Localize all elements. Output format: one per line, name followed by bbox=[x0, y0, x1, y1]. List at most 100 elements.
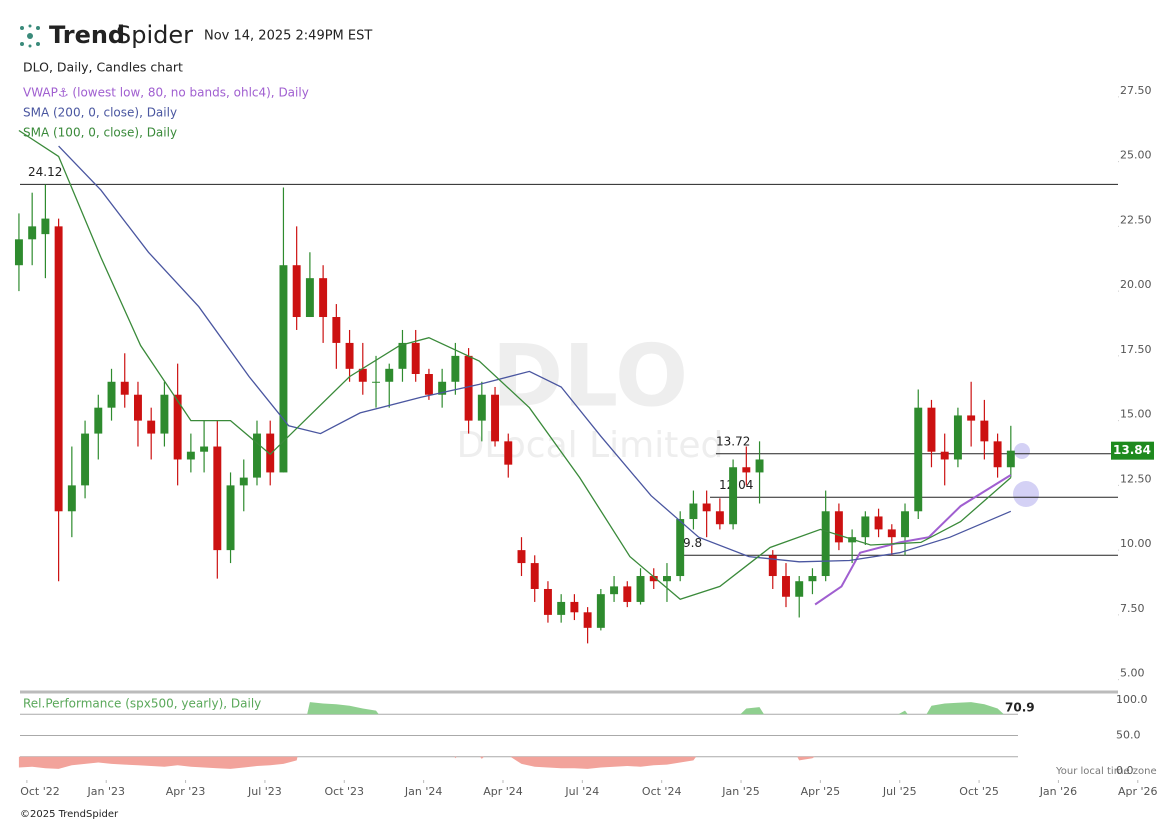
candle-body bbox=[663, 576, 671, 582]
candle-body bbox=[808, 576, 817, 582]
x-tick-label: Oct '23 bbox=[325, 785, 365, 798]
candle-body bbox=[980, 420, 989, 442]
candle-body bbox=[28, 226, 37, 240]
candle-body bbox=[266, 433, 275, 473]
y-tick-label: 12.50 bbox=[1120, 472, 1152, 485]
candle-body bbox=[967, 415, 976, 421]
y-tick-label: 7.50 bbox=[1120, 602, 1145, 615]
candle-body bbox=[358, 368, 367, 382]
y-tick-label: 15.00 bbox=[1120, 408, 1152, 421]
candle-body bbox=[319, 278, 328, 318]
overlay-line bbox=[814, 474, 1012, 606]
price-tag-bg bbox=[1111, 441, 1154, 460]
candle-body bbox=[186, 451, 195, 460]
candle-body bbox=[887, 529, 896, 538]
candle-body bbox=[953, 415, 962, 460]
candle-body bbox=[147, 420, 156, 434]
y-tick-label: 27.50 bbox=[1120, 84, 1152, 97]
candle-body bbox=[94, 407, 103, 434]
y-tick-label: 100.0 bbox=[1116, 693, 1148, 706]
candle-body bbox=[160, 394, 169, 434]
candle-body bbox=[914, 407, 923, 512]
candle-body bbox=[729, 467, 738, 525]
candle-body bbox=[491, 394, 500, 442]
marker bbox=[1013, 481, 1039, 507]
x-tick-label: Jan '24 bbox=[404, 785, 442, 798]
rel-perf-area-down bbox=[18, 756, 815, 769]
y-tick-label: 10.00 bbox=[1120, 537, 1152, 550]
candle-body bbox=[874, 516, 883, 530]
x-tick-label: Jan '26 bbox=[1039, 785, 1077, 798]
rel-perf-area-up bbox=[307, 702, 1004, 715]
candle-body bbox=[451, 355, 460, 382]
candle-body bbox=[239, 477, 248, 486]
x-tick-label: Oct '22 bbox=[20, 785, 60, 798]
candle-body bbox=[504, 441, 513, 465]
x-tick-label: Jul '23 bbox=[247, 785, 282, 798]
footer: ©2025 TrendSpider bbox=[20, 809, 119, 820]
y-tick-label: 5.00 bbox=[1120, 667, 1145, 680]
candle-body bbox=[715, 511, 724, 525]
candle-body bbox=[543, 588, 552, 615]
candle-body bbox=[583, 612, 592, 628]
legend-entry: VWAP⚓ (lowest low, 80, no bands, ohlc4),… bbox=[23, 86, 309, 100]
overlay-line bbox=[18, 129, 1012, 601]
candle-body bbox=[901, 511, 909, 538]
watermark-name: DLocal Limited bbox=[457, 425, 724, 466]
candle-body bbox=[702, 503, 711, 512]
price-tag: 13.84 bbox=[1113, 443, 1151, 457]
candle-body bbox=[689, 503, 698, 520]
candle-body bbox=[795, 581, 804, 597]
candle-body bbox=[861, 516, 870, 538]
candle-body bbox=[173, 394, 182, 460]
chart-title: DLO, Daily, Candles chart bbox=[23, 60, 183, 75]
candle-body bbox=[120, 381, 129, 395]
candle-body bbox=[636, 576, 645, 602]
candle-body bbox=[517, 550, 526, 564]
candle-body bbox=[1006, 450, 1015, 468]
level-label: 13.72 bbox=[716, 434, 750, 448]
candle-body bbox=[676, 519, 685, 577]
candle-body bbox=[411, 342, 420, 374]
candle-body bbox=[213, 446, 222, 551]
timestamp: Nov 14, 2025 2:49PM EST bbox=[204, 29, 372, 44]
logo-icon bbox=[20, 24, 40, 48]
candle-body bbox=[438, 381, 447, 395]
level-label: 24.12 bbox=[28, 165, 62, 179]
candle-body bbox=[332, 317, 341, 343]
candle-body bbox=[81, 433, 90, 486]
candle-body bbox=[226, 485, 235, 551]
candle-body bbox=[782, 576, 790, 597]
timezone-note: Your local time zone bbox=[1055, 766, 1157, 777]
x-tick-label: Jul '24 bbox=[564, 785, 599, 798]
candle-body bbox=[67, 485, 76, 512]
y-tick-label: 0.0 bbox=[1116, 764, 1134, 777]
candle-body bbox=[649, 576, 658, 582]
y-tick-label: 20.00 bbox=[1120, 278, 1152, 291]
x-tick-label: Oct '25 bbox=[959, 785, 999, 798]
candle-body bbox=[464, 355, 473, 421]
brand-light: Spider bbox=[116, 21, 193, 49]
x-tick-label: Apr '23 bbox=[166, 785, 206, 798]
candle-body bbox=[821, 511, 830, 577]
pane-title: Rel.Performance (spx500, yearly), Daily bbox=[23, 697, 261, 711]
marker bbox=[1014, 443, 1030, 459]
candle-body bbox=[596, 594, 605, 628]
legend-entry: SMA (100, 0, close), Daily bbox=[23, 126, 177, 140]
candle-body bbox=[305, 278, 314, 318]
candle-body bbox=[200, 446, 209, 452]
candle-body bbox=[557, 601, 566, 615]
x-tick-label: Jan '23 bbox=[86, 785, 124, 798]
y-tick-label: 25.00 bbox=[1120, 149, 1152, 162]
candle-body bbox=[530, 563, 539, 589]
candle-body bbox=[398, 342, 407, 369]
legend-entry: SMA (200, 0, close), Daily bbox=[23, 106, 177, 120]
candle-body bbox=[993, 441, 1002, 468]
candle-body bbox=[41, 218, 50, 235]
candle-body bbox=[54, 226, 63, 512]
x-tick-label: Apr '25 bbox=[801, 785, 841, 798]
brand-bold: Trend bbox=[49, 21, 125, 49]
candle-body bbox=[623, 586, 632, 602]
candle-body bbox=[372, 381, 380, 383]
